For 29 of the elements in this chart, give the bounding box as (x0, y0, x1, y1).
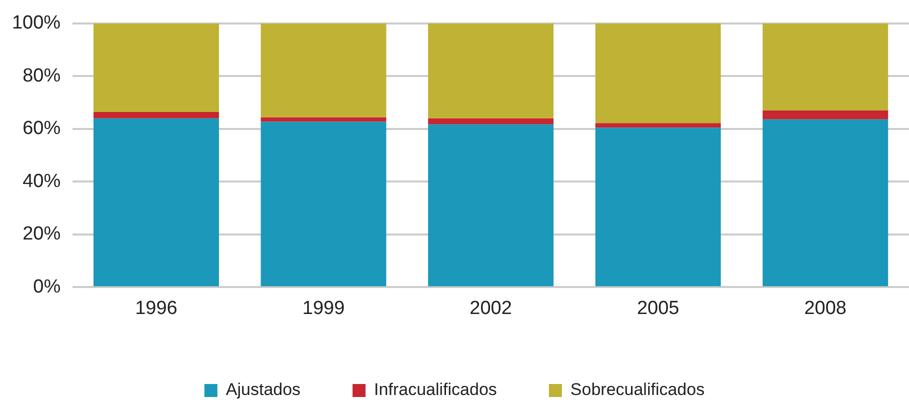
legend-label: Sobrecualificados (570, 380, 705, 400)
bar (595, 128, 721, 286)
bar (260, 117, 386, 122)
bar (762, 110, 888, 120)
bar (94, 23, 219, 112)
legend-label: Infracualificados (374, 380, 497, 400)
y-tick-label: 0% (33, 276, 61, 298)
x-tick-label: 1999 (302, 298, 345, 319)
bar (94, 112, 219, 118)
x-tick-label: 2005 (636, 298, 680, 319)
y-tick-label: 100% (12, 12, 61, 34)
x-tick-label: 1996 (135, 298, 178, 319)
bar (260, 122, 386, 286)
bar (595, 123, 721, 128)
bar (94, 118, 219, 286)
legend-label: Ajustados (226, 380, 301, 400)
bar (762, 23, 888, 110)
y-tick-label: 40% (22, 170, 61, 192)
bar (762, 119, 888, 286)
y-tick-label: 20% (22, 224, 61, 245)
bar (428, 118, 554, 124)
y-tick-label: 60% (22, 118, 61, 140)
bar (595, 23, 721, 124)
x-tick-label: 2008 (804, 298, 846, 319)
bar (260, 23, 386, 118)
y-tick-label: 80% (22, 65, 61, 86)
bar (428, 23, 554, 118)
bar (428, 124, 554, 286)
x-tick-label: 2002 (470, 298, 512, 319)
